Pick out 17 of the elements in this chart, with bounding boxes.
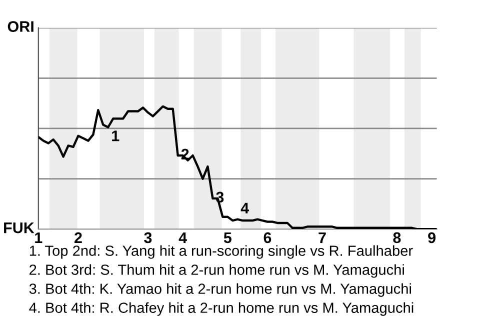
annotation: 4 [240, 202, 250, 214]
text: 2. Bot 3rd: S. Thum hit a 2-run home run vs M. Yamaguchi [30, 264, 404, 278]
x-tick-label: 3 [144, 232, 152, 244]
x-tick-label: 5 [224, 232, 232, 244]
annotation: 1 [112, 130, 120, 142]
text: 3. Bot 4th: K. Yamao hit a 2-run home run vs M. Yamaguchi [29, 283, 411, 297]
text: 1. Top 2nd: S. Yang hit a run-scoring single vs R. Faulhaber [30, 245, 413, 259]
text: FUK [4, 222, 34, 234]
text: ORI [8, 21, 34, 32]
text: 4. Bot 4th: R. Chafey hit a 2-run home run vs M. Yamaguchi [29, 302, 414, 316]
x-tick-label: 7 [318, 232, 326, 243]
x-tick-label: 1 [35, 232, 42, 243]
x-tick-label: 2 [74, 232, 82, 243]
x-tick-label: 9 [428, 232, 436, 244]
x-tick-label: 8 [393, 232, 401, 244]
x-tick-label: 4 [178, 232, 187, 243]
x-tick-label: 6 [264, 232, 272, 244]
